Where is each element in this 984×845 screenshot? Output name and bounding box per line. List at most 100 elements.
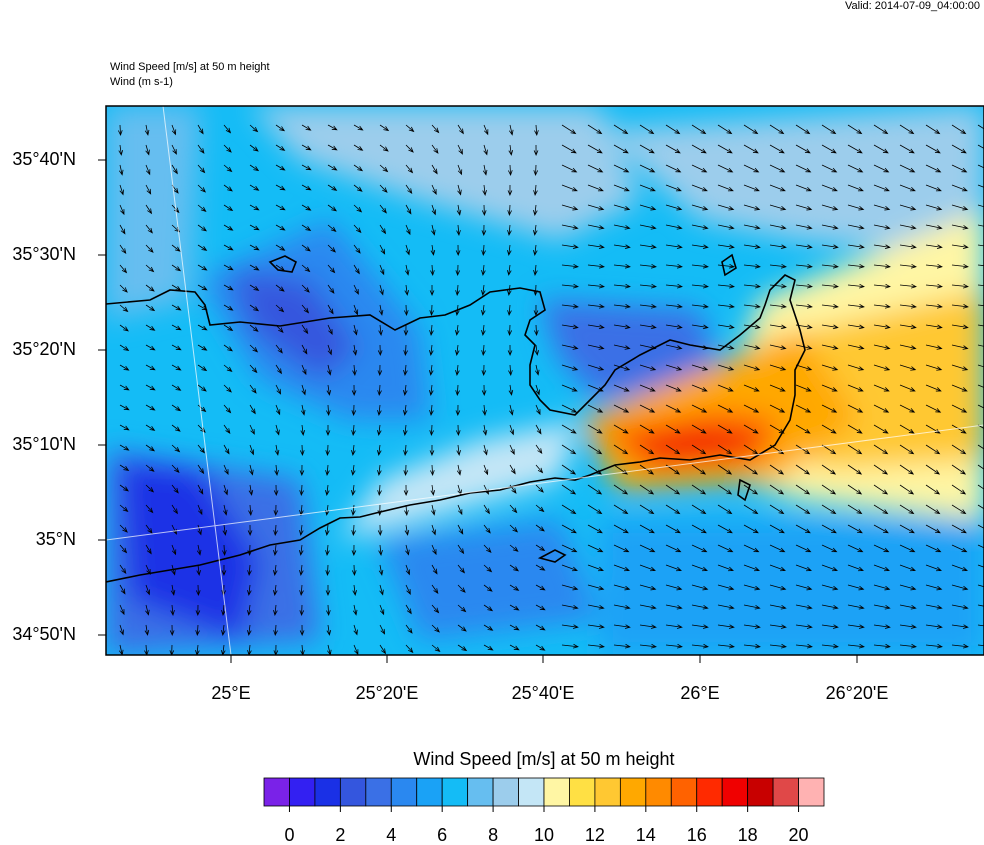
colorbar-box [441,777,469,807]
wind-arrow [301,284,310,293]
wind-arrow [249,364,258,374]
wind-arrow [639,164,656,173]
lat-label: 35°10'N [12,434,76,454]
wind-arrow [769,643,787,649]
wind-arrow [951,184,968,192]
wind-arrow [509,544,519,552]
wind-arrows [117,124,984,655]
wind-arrow [299,524,304,536]
wind-arrow [535,644,546,651]
wind-arrow [145,584,151,596]
wind-arrow [821,204,839,211]
wind-arrow [379,184,388,193]
wind-arrow [430,264,435,276]
wind-arrow [223,304,234,311]
colorbar-tick-label: 10 [534,825,554,845]
wind-arrow [274,464,279,476]
wind-arrow [769,624,787,629]
wind-arrow [145,384,156,391]
wind-arrow [561,304,579,309]
wind-arrow [665,204,683,211]
wind-arrow [951,324,969,330]
wind-arrow [561,524,577,534]
wind-arrow [301,224,312,232]
wind-arrow [821,124,837,135]
wind-arrow [873,344,891,350]
wind-arrow [299,444,305,457]
wind-arrow [378,304,384,316]
wind-arrow [144,124,150,136]
wind-arrow [457,184,462,196]
wind-arrow [821,444,837,455]
wind-arrow [145,364,156,371]
wind-arrow [483,644,494,651]
wind-arrow [587,263,605,269]
colorbar-box [798,777,825,807]
wind-arrow [925,283,943,289]
wind-arrow [873,404,890,413]
wind-arrow [717,424,733,434]
wind-arrow [429,304,435,317]
wind-arrow [275,424,280,436]
wind-arrow [221,604,226,616]
wind-arrow [145,324,156,331]
wind-arrow [351,424,356,436]
wind-arrow [275,284,285,292]
wind-arrow [119,324,129,332]
wind-arrow [873,384,890,392]
wind-arrow [587,504,603,515]
wind-arrow [325,584,331,597]
wind-arrow [873,544,890,553]
wind-arrow [847,344,865,350]
wind-arrow [171,124,177,136]
wind-arrow [273,624,278,636]
wind-arrow [249,244,260,251]
wind-arrow [847,564,864,572]
wind-arrow [351,524,356,537]
wind-arrow [429,404,434,416]
wind-arrow [613,504,629,515]
wind-arrow [561,484,577,495]
wind-arrow [743,204,761,211]
wind-arrow [145,304,156,312]
wind-arrow [171,444,181,453]
wind-arrow [455,264,461,277]
wind-arrow [769,144,785,154]
wind-arrow [481,384,487,397]
wind-arrow [119,244,127,255]
wind-arrow [665,424,681,434]
wind-arrow [169,624,175,637]
wind-arrow [665,584,683,591]
wind-arrow [353,124,364,131]
wind-arrow [405,564,411,576]
wind-arrow [507,204,512,217]
wind-arrow [873,324,891,330]
wind-arrow [639,184,656,192]
wind-arrow [298,544,304,556]
wind-arrow [899,404,916,413]
wind-arrow [377,404,382,416]
wind-arrow [377,524,383,537]
wind-arrow [795,144,811,154]
wind-arrow [873,504,889,515]
wind-arrow [197,324,208,331]
wind-arrow [171,384,182,391]
wind-arrow [455,384,460,396]
lon-label: 26°20'E [826,683,889,703]
wind-arrow [171,504,178,515]
wind-arrow [327,324,333,336]
colorbar-title: Wind Speed [m/s] at 50 m height [413,749,674,769]
wind-arrow [743,224,761,230]
colorbar-box [721,777,749,807]
wind-arrow [455,344,460,356]
wind-arrow [691,164,708,173]
wind-arrow [171,304,182,311]
wind-arrow [795,584,813,591]
speed-region [250,106,640,240]
wind-arrow [170,604,175,616]
wind-arrow [951,344,969,350]
wind-arrow [249,284,260,291]
wind-arrow [847,224,865,230]
wind-arrow [429,284,435,297]
wind-arrow [925,624,943,629]
